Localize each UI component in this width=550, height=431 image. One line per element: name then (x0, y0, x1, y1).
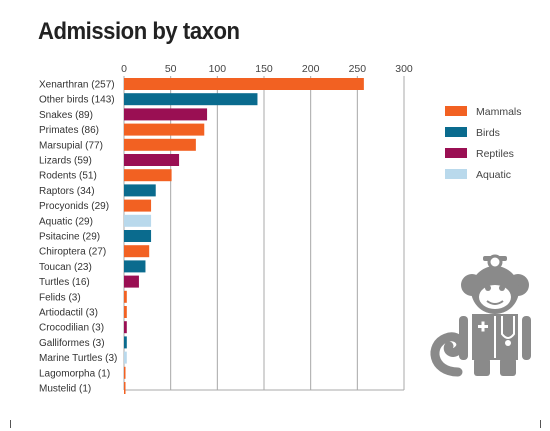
legend-label: Birds (476, 127, 500, 139)
monkey-doctor-icon (430, 254, 531, 377)
legend-swatch (445, 127, 467, 137)
legend-swatch (445, 148, 467, 158)
category-label: Aquatic (29) (39, 216, 93, 227)
bar (124, 93, 258, 106)
x-tick-label: 100 (209, 63, 227, 75)
bar (124, 214, 152, 227)
bar (124, 336, 127, 349)
category-label: Procyonids (29) (39, 201, 109, 212)
chart-title: Admission by taxon (38, 18, 240, 45)
grid-lines (123, 76, 405, 391)
category-label: Chiroptera (27) (39, 247, 106, 258)
legend-swatch (445, 106, 467, 116)
category-label: Lizards (59) (39, 156, 92, 167)
legend: Mammals Birds Reptiles Aquatic (445, 106, 522, 181)
category-label: Other birds (143) (39, 95, 115, 106)
bar (124, 321, 127, 334)
crop-mark-left (10, 420, 11, 428)
bar (124, 382, 126, 394)
category-label: Turtles (16) (39, 277, 90, 288)
category-label: Mustelid (1) (39, 384, 91, 395)
bar (124, 169, 172, 182)
category-label: Snakes (89) (39, 110, 93, 121)
category-labels: Xenarthran (257) Other birds (143) Snakes … (39, 80, 117, 395)
bar (124, 366, 126, 379)
crop-mark-right (540, 420, 541, 428)
x-tick-label: 50 (165, 63, 177, 75)
x-tick-label: 300 (395, 63, 413, 75)
legend-swatch (445, 169, 467, 179)
x-axis-ticks: 0 50 100 150 200 250 300 (121, 63, 413, 75)
category-label: Felids (3) (39, 292, 81, 303)
legend-label: Mammals (476, 106, 522, 118)
category-label: Crocodilian (3) (39, 323, 104, 334)
bar (124, 123, 205, 136)
bar (124, 154, 180, 166)
bar (124, 78, 364, 90)
bar (124, 245, 150, 258)
x-tick-label: 0 (121, 63, 127, 75)
category-label: Lagomorpha (1) (39, 368, 110, 379)
category-label: Artiodactil (3) (39, 308, 98, 319)
x-tick-label: 150 (255, 63, 273, 75)
bar (124, 306, 127, 318)
bar (124, 351, 127, 364)
bar (124, 199, 152, 212)
bar (124, 108, 208, 121)
bar (124, 290, 127, 303)
bar (124, 275, 139, 288)
bar (124, 138, 196, 151)
category-label: Xenarthran (257) (39, 80, 115, 91)
category-label: Rodents (51) (39, 171, 97, 182)
bar (124, 184, 156, 197)
bar (124, 230, 152, 242)
category-label: Marine Turtles (3) (39, 353, 117, 364)
bar (124, 260, 146, 273)
category-label: Raptors (34) (39, 186, 95, 197)
category-label: Marsupial (77) (39, 140, 103, 151)
x-tick-label: 250 (349, 63, 367, 75)
x-tick-label: 200 (302, 63, 320, 75)
category-label: Galliformes (3) (39, 338, 105, 349)
bars (124, 78, 364, 394)
legend-label: Aquatic (476, 169, 511, 181)
category-label: Toucan (23) (39, 262, 92, 273)
category-label: Primates (86) (39, 125, 99, 136)
category-label: Psitacine (29) (39, 232, 100, 243)
legend-label: Reptiles (476, 148, 514, 160)
